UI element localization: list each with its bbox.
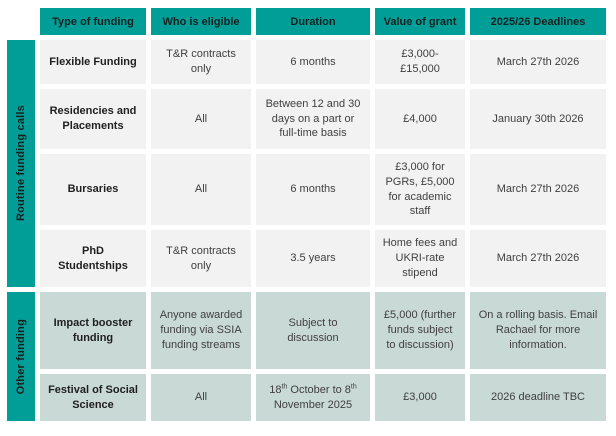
cell-residencies-eligible: All (151, 89, 251, 149)
cell-phd-value: Home fees and UKRI-rate stipend (375, 230, 465, 287)
cell-impact-booster-deadline: On a rolling basis. Email Rachael for mo… (470, 292, 606, 369)
cell-bursaries-value: £3,000 for PGRs, £5,000 for academic sta… (375, 154, 465, 225)
cell-residencies-type: Residencies and Placements (40, 89, 146, 149)
cell-phd-deadline: March 27th 2026 (470, 230, 606, 287)
cell-phd-eligible: T&R contracts only (151, 230, 251, 287)
header-type-of-funding: Type of funding (40, 8, 146, 35)
header-value-of-grant: Value of grant (375, 8, 465, 35)
cell-flexible-funding-type: Flexible Funding (40, 40, 146, 84)
cell-festival-eligible: All (151, 374, 251, 421)
cell-residencies-deadline: January 30th 2026 (470, 89, 606, 149)
cell-bursaries-deadline: March 27th 2026 (470, 154, 606, 225)
cell-impact-booster-type: Impact booster funding (40, 292, 146, 369)
cell-flexible-funding-eligible: T&R contracts only (151, 40, 251, 84)
cell-residencies-value: £4,000 (375, 89, 465, 149)
festival-duration-text: 18th October to 8th November 2025 (269, 383, 357, 411)
group-label-other-funding: Other funding (7, 292, 35, 421)
cell-bursaries-duration: 6 months (256, 154, 370, 225)
cell-phd-type: PhD Studentships (40, 230, 146, 287)
cell-festival-type: Festival of Social Science (40, 374, 146, 421)
corner-spacer (7, 8, 35, 35)
cell-festival-deadline: 2026 deadline TBC (470, 374, 606, 421)
cell-flexible-funding-deadline: March 27th 2026 (470, 40, 606, 84)
cell-bursaries-eligible: All (151, 154, 251, 225)
cell-phd-duration: 3.5 years (256, 230, 370, 287)
cell-festival-value: £3,000 (375, 374, 465, 421)
cell-flexible-funding-value: £3,000-£15,000 (375, 40, 465, 84)
group-label-text: Routine funding calls (15, 105, 27, 222)
cell-bursaries-type: Bursaries (40, 154, 146, 225)
group-label-text: Other funding (15, 318, 27, 395)
cell-flexible-funding-duration: 6 months (256, 40, 370, 84)
cell-impact-booster-value: £5,000 (further funds subject to discuss… (375, 292, 465, 369)
cell-impact-booster-eligible: Anyone awarded funding via SSIA funding … (151, 292, 251, 369)
cell-residencies-duration: Between 12 and 30 days on a part or full… (256, 89, 370, 149)
cell-impact-booster-duration: Subject to discussion (256, 292, 370, 369)
group-label-routine-funding-calls: Routine funding calls (7, 40, 35, 287)
header-deadlines: 2025/26 Deadlines (470, 8, 606, 35)
cell-festival-duration: 18th October to 8th November 2025 (256, 374, 370, 421)
header-who-is-eligible: Who is eligible (151, 8, 251, 35)
header-duration: Duration (256, 8, 370, 35)
